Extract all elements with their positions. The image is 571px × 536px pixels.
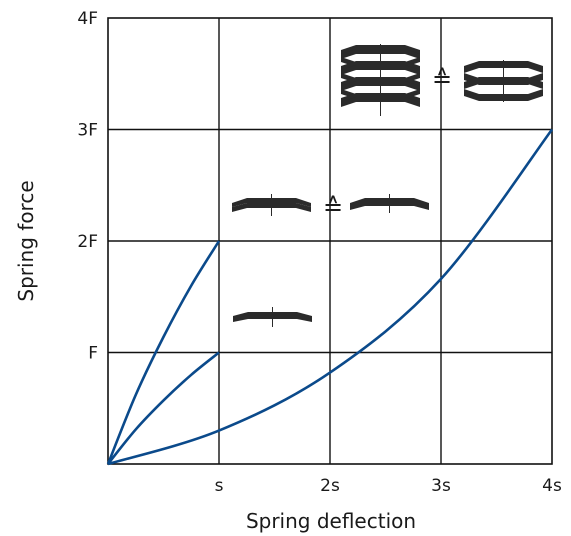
plot-frame <box>107 17 553 465</box>
y-tick-label: F <box>88 344 98 364</box>
equivalence-symbol-1: ≙ <box>323 193 343 221</box>
y-axis-title: Spring force <box>14 180 38 301</box>
series-line-1 <box>106 240 221 465</box>
x-tick-label: 2s <box>320 476 340 496</box>
curves <box>106 128 554 466</box>
tick-labels: s 2s 3s 4s F 2F 3F 4F <box>77 9 562 496</box>
y-tick-label: 2F <box>77 232 98 252</box>
x-tick-label: 3s <box>431 476 451 496</box>
y-tick-label: 4F <box>77 9 98 29</box>
y-tick-label: 3F <box>77 121 98 141</box>
x-tick-label: 4s <box>542 476 562 496</box>
x-tick-label: s <box>215 476 224 496</box>
equivalent-single-thick-disc-icon <box>350 194 429 213</box>
single-disc-spring-icon <box>233 307 312 327</box>
grid <box>108 18 552 464</box>
x-axis-title: Spring deflection <box>246 509 416 533</box>
equivalence-symbol-2: ≙ <box>432 65 452 93</box>
equivalent-series-column-icon <box>464 60 543 102</box>
parallel-disc-spring-pair-icon <box>232 194 311 216</box>
series-line-3 <box>107 128 554 466</box>
series-line-2 <box>106 351 220 465</box>
stacked-disc-spring-column-icon <box>341 44 420 116</box>
